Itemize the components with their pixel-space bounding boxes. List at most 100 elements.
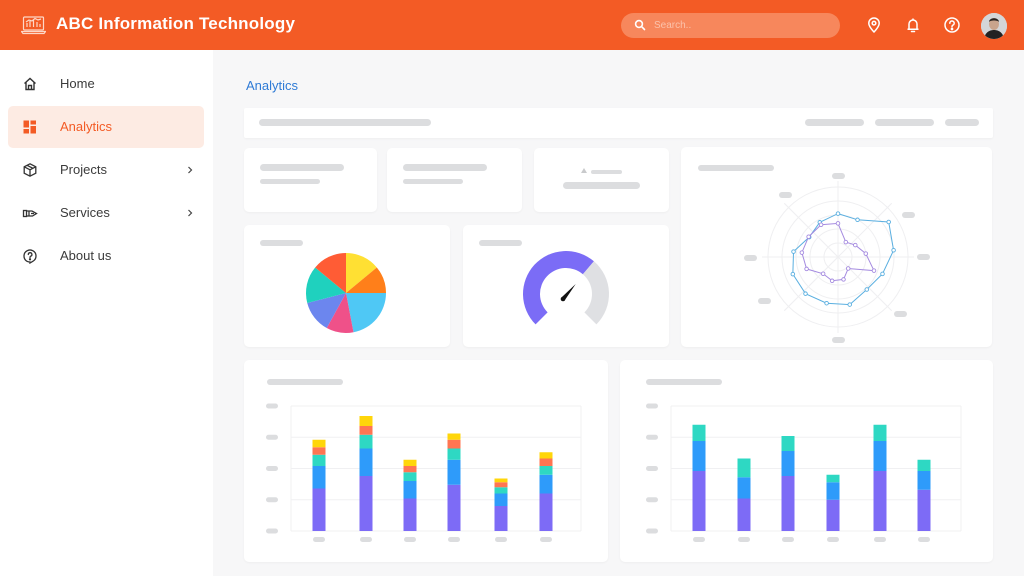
radar-axis-label: [779, 192, 792, 198]
help-circle-icon[interactable]: [943, 16, 961, 34]
chevron-right-icon: [186, 163, 194, 177]
skeleton-line: [403, 179, 463, 184]
bar-segment: [539, 474, 553, 494]
bar-segment: [447, 433, 461, 440]
bar-segment: [873, 471, 887, 531]
bar-segment: [692, 441, 706, 471]
bar-segment: [359, 416, 373, 426]
y-tick-label: [646, 466, 658, 471]
gauge-fill: [522, 250, 594, 325]
sidebar-item-label: About us: [60, 248, 112, 263]
stacked-bar-chart-card-1: [244, 360, 608, 562]
bar-segment: [447, 484, 461, 531]
sidebar-item-about-us[interactable]: About us: [8, 235, 204, 277]
search-box[interactable]: [621, 13, 840, 38]
bar-segment: [781, 436, 795, 451]
pie-slice: [346, 253, 377, 293]
dashboard-icon: [22, 119, 38, 135]
stacked-bar-chart: [266, 403, 582, 542]
chevron-right-icon: [186, 206, 194, 220]
gauge-chart: [522, 250, 609, 325]
bar-segment: [312, 447, 326, 455]
bar-segment: [447, 459, 461, 485]
bell-icon[interactable]: [904, 16, 922, 34]
bar-segment: [917, 471, 931, 490]
skeleton-filter[interactable]: [805, 119, 864, 126]
bar-segment: [447, 439, 461, 449]
laptop-chart-icon: [21, 15, 46, 35]
x-tick-label: [360, 537, 372, 542]
bar-segment: [403, 466, 417, 473]
bar-segment: [403, 472, 417, 481]
x-tick-label: [918, 537, 930, 542]
question-circle-icon: [22, 248, 38, 264]
skeleton-line: [259, 119, 431, 126]
bar-segment: [359, 426, 373, 435]
stacked-bar-chart-card-2: [620, 360, 993, 562]
bar-segment: [539, 466, 553, 475]
bar-segment: [494, 482, 508, 488]
pie-slice: [307, 293, 346, 329]
x-tick-label: [874, 537, 886, 542]
bar-segment: [403, 459, 417, 466]
home-icon: [22, 76, 38, 92]
breadcrumb-analytics[interactable]: Analytics: [246, 78, 299, 93]
sidebar-item-label: Home: [60, 76, 95, 91]
bar-segment: [494, 478, 508, 483]
pie-slice: [346, 293, 386, 333]
bar-segment: [539, 452, 553, 459]
stat-card: [244, 148, 377, 212]
gauge-track: [582, 261, 609, 325]
radar-axis-label: [894, 311, 907, 317]
bar-segment: [692, 424, 706, 441]
bar-segment: [494, 506, 508, 531]
bar-segment: [312, 466, 326, 489]
sidebar-item-analytics[interactable]: Analytics: [8, 106, 204, 148]
skeleton-title: [479, 240, 522, 246]
x-tick-label: [495, 537, 507, 542]
radar-series: [792, 213, 895, 306]
gauge-needle: [561, 284, 576, 301]
bar-segment: [781, 476, 795, 531]
x-tick-label: [540, 537, 552, 542]
y-tick-label: [646, 528, 658, 534]
x-tick-label: [404, 537, 416, 542]
radar-axis-label: [917, 254, 930, 260]
skeleton-line: [403, 164, 487, 171]
skeleton-filter[interactable]: [875, 119, 934, 126]
bar-segment: [403, 481, 417, 499]
bar-segment: [873, 441, 887, 471]
user-avatar[interactable]: [981, 13, 1007, 39]
search-icon: [634, 19, 646, 31]
radar-axis-label: [832, 173, 845, 179]
sidebar-item-projects[interactable]: Projects: [8, 149, 204, 191]
bar-segment: [403, 498, 417, 531]
skeleton-filter[interactable]: [945, 119, 979, 126]
radar-axis-label: [744, 255, 757, 261]
bar-segment: [494, 493, 508, 506]
radar-series: [801, 222, 875, 282]
pie-slice: [315, 253, 346, 293]
location-pin-icon[interactable]: [865, 16, 883, 34]
skeleton-title: [698, 165, 774, 171]
sidebar-item-label: Services: [60, 205, 110, 220]
x-tick-label: [782, 537, 794, 542]
box-icon: [22, 162, 38, 178]
app-title: ABC Information Technology: [56, 14, 296, 33]
pie-slice: [346, 267, 386, 293]
bar-segment: [737, 498, 751, 531]
bar-segment: [737, 477, 751, 499]
radar-axis-label: [758, 298, 771, 304]
bar-segment: [494, 487, 508, 494]
bar-segment: [539, 493, 553, 531]
gauge-chart-card: [463, 225, 669, 347]
trend-up-icon: [581, 168, 587, 173]
stat-card: [387, 148, 522, 212]
x-tick-label: [738, 537, 750, 542]
radar-chart-card: [681, 147, 992, 347]
search-input[interactable]: [654, 13, 834, 38]
skeleton-line: [260, 164, 344, 171]
bar-segment: [312, 454, 326, 466]
sidebar-item-services[interactable]: Services: [8, 192, 204, 234]
sidebar-item-home[interactable]: Home: [8, 63, 204, 105]
